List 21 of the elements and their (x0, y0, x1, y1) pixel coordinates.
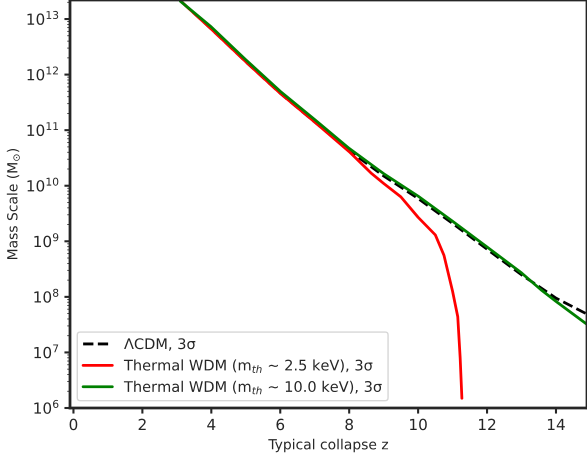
x-tick-label: 14 (548, 418, 565, 430)
y-tick-label: 10$^{12}$ (28, 66, 58, 80)
x-tick-label: 0 (70, 418, 78, 430)
y-axis-title: Mass Scale (M$_{⊙}$) (6, 148, 20, 260)
x-axis-title: Typical collapse z (268, 438, 388, 452)
legend-label: Thermal WDM (m$_{th}$ ~ 10.0 keV), 3σ (124, 380, 382, 394)
x-tick-label: 2 (138, 418, 146, 430)
x-tick-label: 10 (410, 418, 427, 430)
legend-label: ΛCDM, 3σ (124, 338, 196, 351)
y-tick-label: 10$^{6}$ (34, 400, 58, 414)
x-tick-label: 12 (479, 418, 496, 430)
legend-label: Thermal WDM (m$_{th}$ ~ 2.5 keV), 3σ (124, 359, 372, 373)
y-tick-label: 10$^{9}$ (34, 233, 58, 248)
y-tick-label: 10$^{7}$ (34, 344, 58, 358)
x-tick-label: 4 (207, 418, 216, 430)
y-tick-label: 10$^{11}$ (28, 122, 58, 136)
x-tick-label: 8 (345, 418, 353, 430)
y-tick-label: 10$^{13}$ (28, 10, 58, 25)
x-tick-label: 6 (276, 418, 284, 430)
y-tick-label: 10$^{10}$ (28, 178, 58, 192)
y-tick-label: 10$^{8}$ (34, 288, 58, 303)
